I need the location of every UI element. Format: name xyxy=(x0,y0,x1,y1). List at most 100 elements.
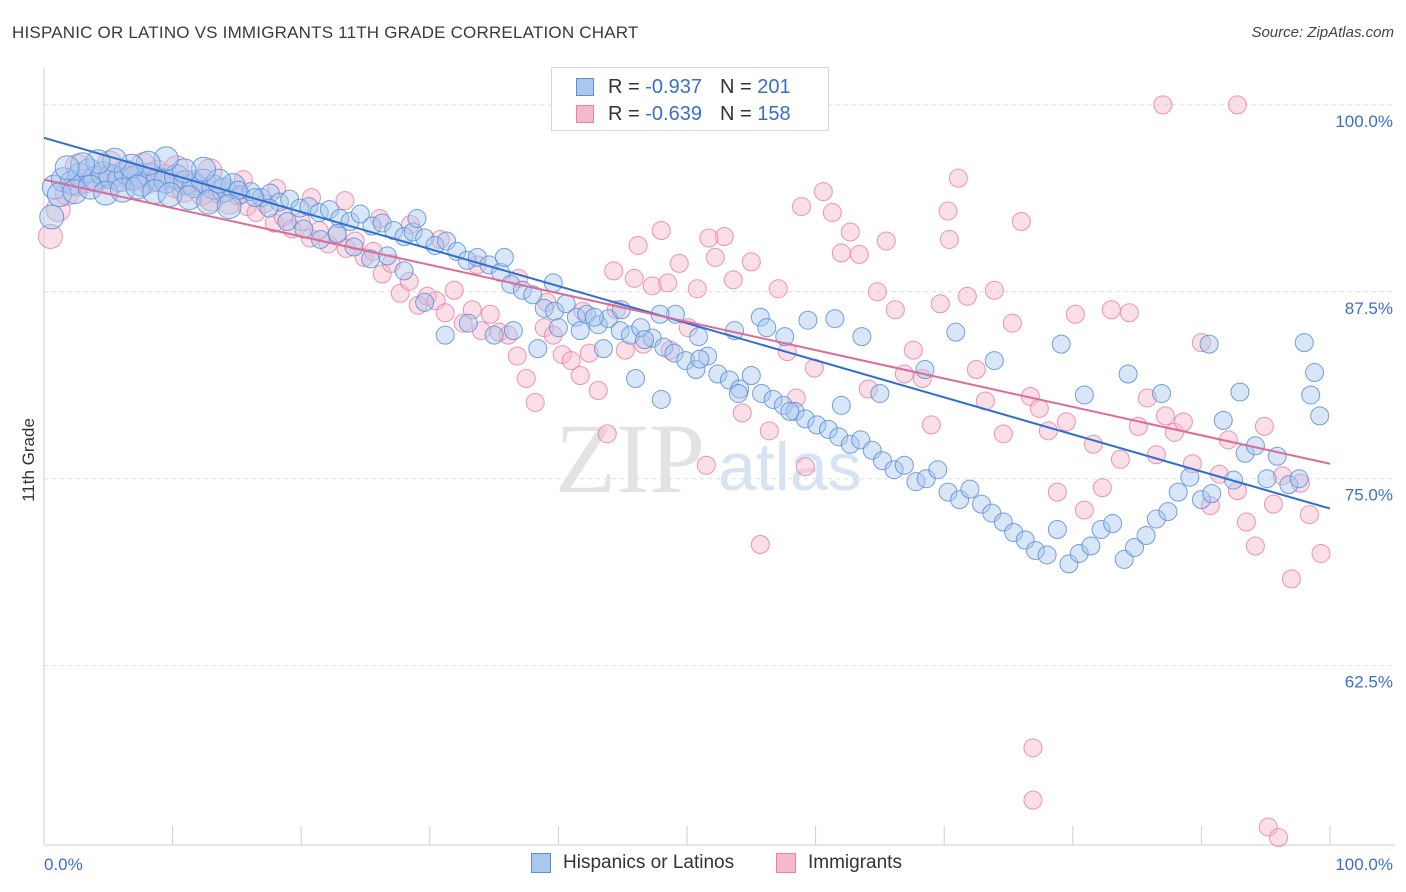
hispanics-point xyxy=(523,285,543,305)
hispanics-point xyxy=(1004,523,1024,543)
hispanics-point xyxy=(1152,383,1172,403)
immigrants-point xyxy=(699,228,719,248)
immigrants-point xyxy=(658,273,678,293)
hispanics-point xyxy=(757,318,777,338)
hispanics-point xyxy=(458,313,478,333)
hispanics-point xyxy=(1118,364,1138,384)
immigrants-point xyxy=(903,340,923,360)
immigrants-point xyxy=(480,304,500,324)
hispanics-point xyxy=(584,307,604,327)
hispanics-point xyxy=(125,174,151,200)
immigrants-point xyxy=(1263,494,1283,514)
immigrants-point xyxy=(561,351,581,371)
hispanics-point xyxy=(993,512,1013,532)
immigrants-point xyxy=(930,294,950,314)
legend-item-hispanics[interactable]: Hispanics or Latinos xyxy=(531,852,734,874)
immigrants-point xyxy=(444,280,464,300)
r-value: -0.639 xyxy=(645,102,702,125)
hispanics-point xyxy=(570,321,590,341)
immigrants-point xyxy=(435,303,455,323)
immigrants-point xyxy=(1281,569,1301,589)
immigrants-point xyxy=(1110,449,1130,469)
hispanics-point xyxy=(494,247,514,267)
chart-title: HISPANIC OR LATINO VS IMMIGRANTS 11TH GR… xyxy=(12,23,639,42)
immigrants-point xyxy=(840,222,860,242)
immigrants-point xyxy=(345,231,365,251)
hispanics-point xyxy=(750,307,770,327)
immigrants-point xyxy=(791,197,811,217)
immigrants-point xyxy=(335,191,355,211)
hispanics-point xyxy=(1103,514,1123,534)
hispanics-point xyxy=(1037,545,1057,565)
immigrants-point xyxy=(1137,388,1157,408)
immigrants-point xyxy=(732,403,752,423)
immigrants-point xyxy=(1191,333,1211,353)
hispanics-point xyxy=(407,209,427,229)
hispanics-point xyxy=(545,301,565,321)
immigrants-point xyxy=(525,392,545,412)
hispanics-point xyxy=(1202,484,1222,504)
hispanics-point xyxy=(689,327,709,347)
immigrants-point xyxy=(984,280,1004,300)
hispanics-point xyxy=(39,204,65,230)
hispanics-point xyxy=(840,434,860,454)
immigrants-point xyxy=(624,268,644,288)
hispanics-point xyxy=(1168,482,1188,502)
hispanics-point xyxy=(593,339,613,359)
hispanics-point xyxy=(1146,509,1166,529)
blue-swatch xyxy=(531,853,551,873)
immigrants-point xyxy=(831,243,851,263)
hispanics-point xyxy=(1191,490,1211,510)
hispanics-point xyxy=(1081,536,1101,556)
hispanics-point xyxy=(654,337,674,357)
immigrants-point xyxy=(813,182,833,202)
hispanics-point xyxy=(1091,520,1111,540)
hispanics-point xyxy=(528,339,548,359)
x-tick-label: 0.0% xyxy=(44,855,83,874)
immigrants-point xyxy=(1029,398,1049,418)
immigrants-point xyxy=(570,366,590,386)
legend-item-immigrants[interactable]: Immigrants xyxy=(776,852,902,874)
hispanics-point xyxy=(1279,475,1299,495)
hispanics-point xyxy=(479,255,499,275)
hispanics-point xyxy=(277,212,297,232)
immigrants-point xyxy=(399,271,419,291)
watermark-zip: ZIP xyxy=(555,403,705,514)
immigrants-point xyxy=(1047,482,1067,502)
immigrants-point xyxy=(651,220,671,240)
hispanics-point xyxy=(1074,385,1094,405)
hispanics-point xyxy=(1069,543,1089,563)
immigrants-point xyxy=(1227,95,1247,115)
immigrants-point xyxy=(795,457,815,477)
hispanics-point xyxy=(350,204,370,224)
immigrants-point xyxy=(948,168,968,188)
watermark-atlas: atlas xyxy=(718,429,862,505)
immigrants-point xyxy=(507,346,527,366)
immigrants-point xyxy=(723,270,743,290)
hispanics-point xyxy=(216,194,242,220)
immigrants-point xyxy=(588,380,608,400)
immigrants-point xyxy=(1092,478,1112,498)
immigrants-point xyxy=(1002,313,1022,333)
pink-swatch xyxy=(776,853,796,873)
immigrants-point xyxy=(867,282,887,302)
hispanics-point xyxy=(960,479,980,499)
immigrants-point xyxy=(1173,412,1193,432)
immigrants-point xyxy=(858,379,878,399)
hispanics-point xyxy=(698,346,718,366)
legend-label: Immigrants xyxy=(808,852,902,873)
hispanics-point xyxy=(884,460,904,480)
hispanics-point xyxy=(946,322,966,342)
hispanics-point xyxy=(437,231,457,251)
hispanics-point xyxy=(798,310,818,330)
hispanics-point xyxy=(176,185,202,211)
hispanics-point xyxy=(415,292,435,312)
immigrants-point xyxy=(714,226,734,246)
y-tick-label: 75.0% xyxy=(1345,486,1393,505)
hispanics-point xyxy=(1301,385,1321,405)
immigrants-point xyxy=(1023,790,1043,810)
immigrants-point xyxy=(939,229,959,249)
immigrants-point xyxy=(1153,95,1173,115)
hispanics-point xyxy=(361,249,381,269)
